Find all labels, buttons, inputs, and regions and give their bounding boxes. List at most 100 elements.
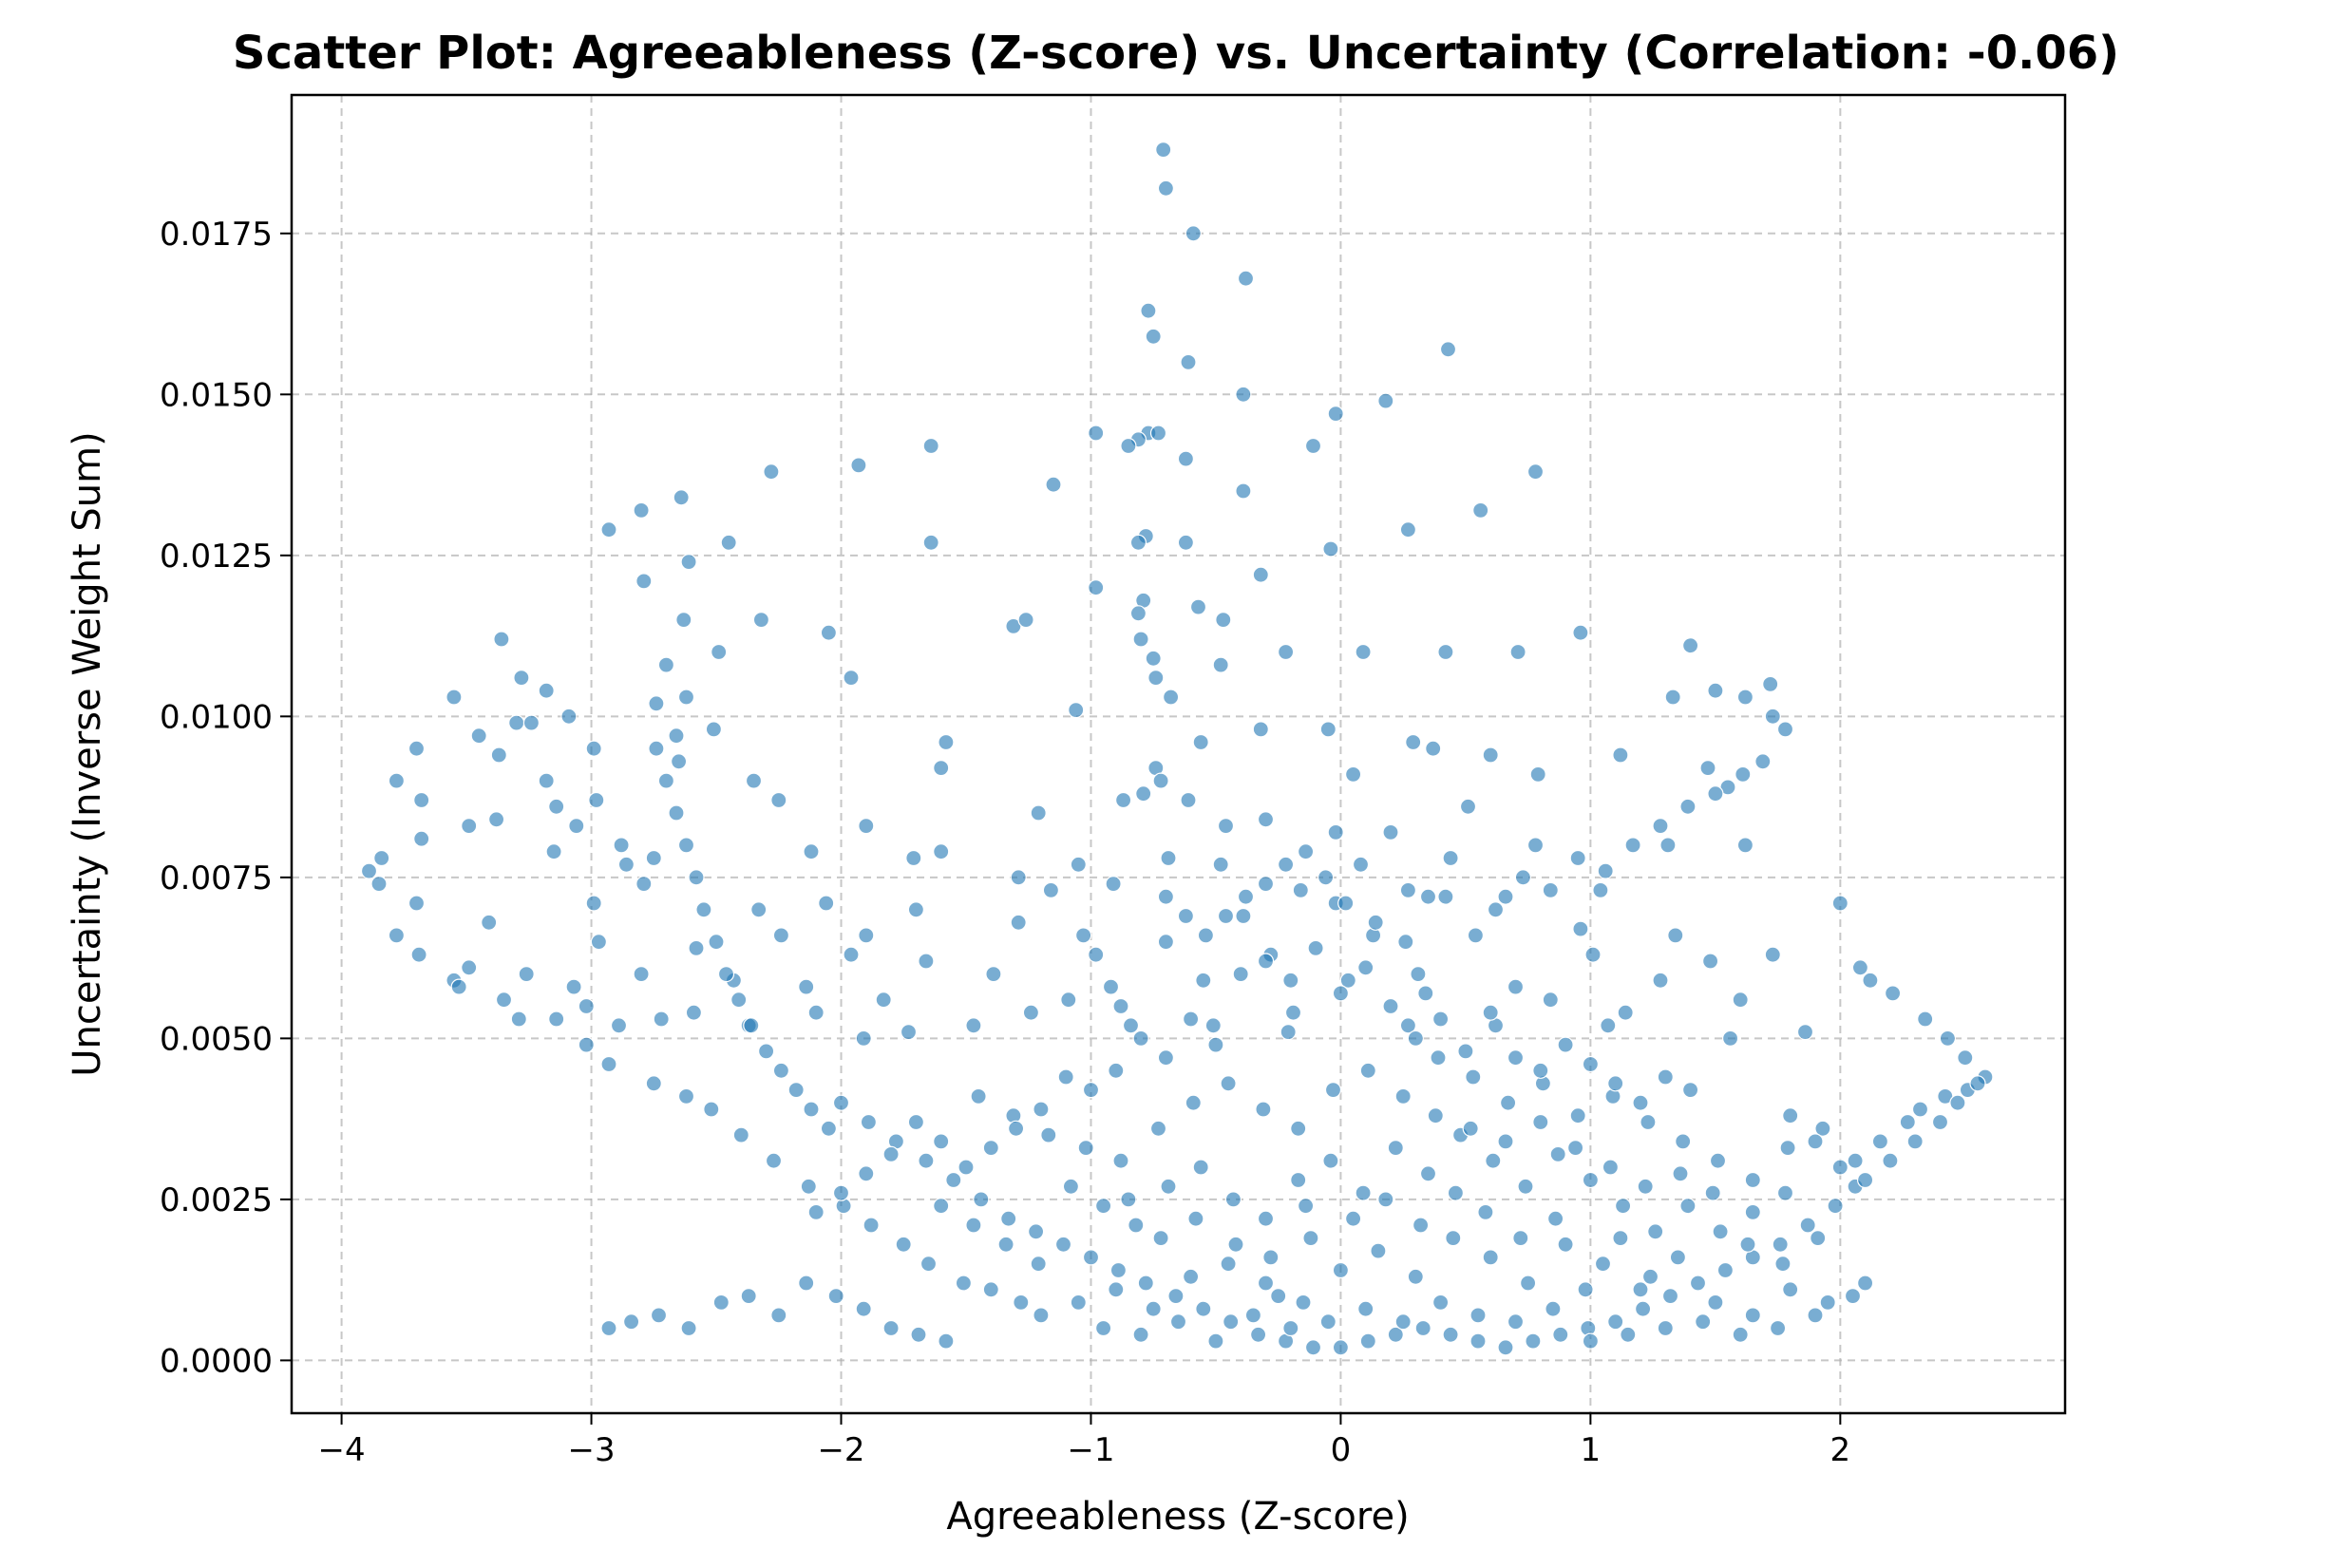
scatter-point [1257,811,1275,828]
scatter-point [1185,225,1202,242]
scatter-point [610,1017,628,1034]
scatter-point [1679,1198,1697,1215]
scatter-point [670,753,688,770]
scatter-point [1457,1043,1474,1060]
scatter-point [695,901,712,918]
y-tick-label: 0.0050 [160,1020,273,1058]
scatter-point [1394,1313,1412,1331]
scatter-point [770,791,787,809]
scatter-point [1062,1178,1080,1195]
scatter-point [910,1326,927,1343]
scatter-point [1419,1165,1437,1182]
scatter-point [388,772,405,789]
scatter-point [732,1126,749,1143]
scatter-point [1716,1261,1735,1279]
scatter-point [1814,1120,1831,1137]
scatter-point [730,992,748,1009]
scatter-point [1582,1332,1600,1350]
scatter-point [882,1319,900,1337]
scatter-point [1669,1249,1687,1266]
scatter-point [1796,1023,1814,1041]
scatter-point [1439,341,1457,358]
scatter-point [408,895,426,912]
scatter-point [1871,1133,1889,1150]
scatter-point [750,901,768,918]
scatter-point [1140,302,1157,319]
scatter-point [1160,849,1177,867]
scatter-point [1405,733,1422,751]
scatter-point [827,1287,844,1305]
scatter-point [1704,1184,1721,1201]
scatter-point [675,611,692,629]
scatter-point [858,817,875,835]
scatter-point [997,1236,1014,1253]
scatter-point [688,869,705,886]
scatter-point [1108,1062,1125,1079]
scatter-point [1699,759,1716,777]
scatter-point [680,1319,697,1337]
scatter-point [1137,1275,1154,1292]
scatter-point [1235,386,1252,403]
scatter-point [1549,1145,1566,1163]
scatter-point [933,1133,950,1150]
scatter-point [648,695,665,712]
scatter-point [1177,534,1195,551]
scatter-point [413,791,430,809]
scatter-point [1512,1229,1529,1247]
scatter-point [1641,1268,1659,1285]
scatter-point [1152,1229,1169,1247]
scatter-point [1572,920,1589,937]
scatter-point [1640,1113,1657,1131]
scatter-point [560,708,578,725]
scatter-point [1701,953,1719,970]
scatter-point [1612,1229,1629,1247]
scatter-point [1732,1326,1749,1343]
scatter-point [843,946,860,963]
scatter-point [538,682,555,699]
plot-frame [290,93,2067,1415]
scatter-point [1355,1184,1372,1201]
scatter-point [1844,1287,1862,1305]
scatter-point [1507,1313,1525,1331]
scatter-point [1262,1249,1280,1266]
scatter-point [803,1101,820,1118]
scatter-point [1195,1300,1212,1317]
scatter-point [1507,1049,1525,1067]
scatter-point [1257,875,1275,893]
scatter-point [1070,1294,1087,1312]
scatter-point [1282,972,1299,989]
scatter-point [1030,1256,1047,1273]
scatter-point [820,1120,838,1137]
scatter-point [800,1178,817,1195]
scatter-point [1614,1198,1632,1215]
scatter-point [970,1087,987,1105]
x-tick-label: −2 [817,1431,864,1469]
scatter-point [1167,1287,1185,1305]
x-axis-ticks: −4 −3 −2 −1 0 1 2 [318,1413,1850,1469]
scatter-point [1764,946,1781,963]
scatter-point [1851,959,1869,976]
scatter-point [578,997,595,1015]
scatter-point [578,1036,595,1053]
chart-title: Scatter Plot: Agreeableness (Z-score) vs… [233,27,2119,80]
x-tick-label: 1 [1581,1431,1602,1469]
scatter-point [1884,985,1902,1002]
scatter-point [1776,721,1794,738]
scatter-point [633,501,650,520]
scatter-point [1132,631,1149,648]
scatter-point [712,1294,730,1312]
scatter-point [832,1184,850,1201]
scatter-point [613,837,630,854]
scatter-point [1227,1236,1244,1253]
scatter-point [1357,959,1375,976]
scatter-point [957,1159,975,1176]
scatter-point [770,1307,787,1324]
scatter-point [1637,1178,1654,1195]
scatter-point [1277,643,1295,661]
scatter-point [1157,1049,1175,1067]
scatter-point [513,669,530,687]
scatter-point [1322,540,1339,557]
scatter-point [1414,1319,1431,1337]
scatter-point [1295,1294,1312,1312]
